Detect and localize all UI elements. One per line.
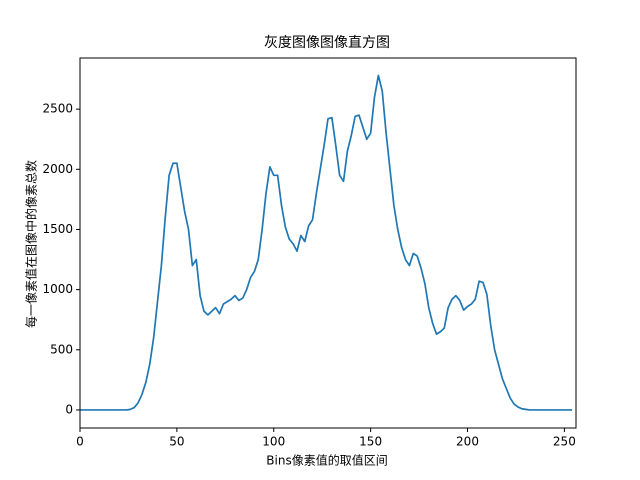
x-tick-label: 0 [76,435,84,449]
line [80,74,573,411]
y-tick-label: 1500 [42,222,73,236]
x-tick-label: 150 [359,435,382,449]
x-tick-label: 50 [169,435,184,449]
y-axis-label: 每一像素值在图像中的像素总数 [24,160,39,328]
plot-frame [79,57,577,429]
y-tick-label: 0 [65,402,73,416]
x-tick-label: 100 [262,435,285,449]
x-tick-label: 250 [553,435,576,449]
y-tick-label: 1000 [42,282,73,296]
y-tick-label: 2000 [42,162,73,176]
y-tick-label: 2500 [42,102,73,116]
x-axis-label: Bins像素值的取值区间 [266,453,387,468]
y-tick-label: 500 [50,342,73,356]
chart-title: 灰度图像图像直方图 [264,34,390,51]
x-tick-label: 200 [456,435,479,449]
